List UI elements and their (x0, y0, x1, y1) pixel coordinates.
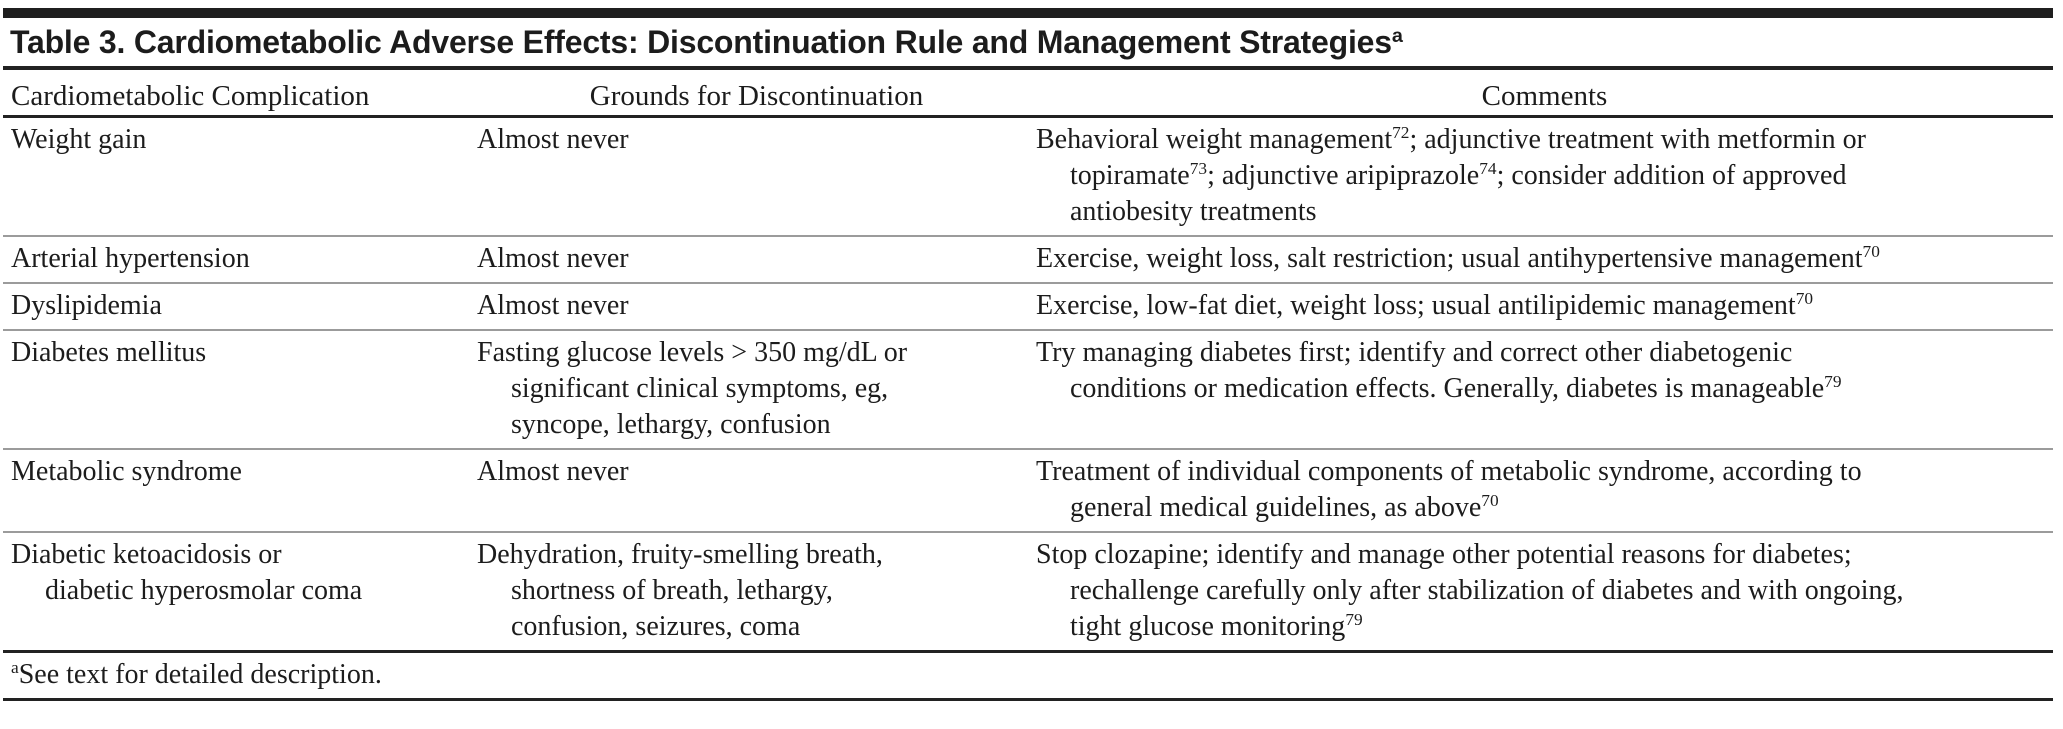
cell-grounds: Almost never (477, 290, 629, 321)
table-row: Diabetes mellitus Fasting glucose levels … (3, 329, 2053, 448)
cell-grounds: Almost never (477, 124, 629, 155)
cell-comments: Treatment of individual components of me… (1036, 456, 1862, 523)
reference-superscript: 73 (1189, 159, 1208, 179)
bottom-rule (3, 698, 2053, 701)
cell-complication: Weight gain (11, 124, 147, 155)
cell-complication: Diabetes mellitus (11, 337, 207, 368)
cell-grounds: Dehydration, fruity-smelling breath, shor… (477, 539, 883, 642)
table-body: Weight gain Almost never Behavioral weight… (3, 118, 2053, 650)
cell-comments: Behavioral weight management72; adjuncti… (1036, 123, 1866, 227)
cell-comments: Exercise, low-fat diet, weight loss; usu… (1036, 289, 1814, 321)
table-row: Diabetic ketoacidosis or diabetic hyperos… (3, 531, 2053, 650)
footnote-divider-rule (3, 650, 2053, 653)
reference-superscript: 79 (1824, 372, 1842, 392)
reference-superscript: 72 (1392, 123, 1410, 143)
column-header-complication: Cardiometabolic Complication (11, 80, 370, 112)
table-title-footnote-marker: a (1391, 25, 1403, 48)
cell-comments: Try managing diabetes first; identify an… (1036, 337, 1842, 404)
reference-superscript: 79 (1345, 610, 1363, 630)
table-title: Table 3. Cardiometabolic Adverse Effects… (3, 18, 2053, 66)
reference-superscript: 70 (1862, 242, 1880, 262)
footnote-marker: a (11, 658, 19, 678)
cell-complication: Dyslipidemia (11, 290, 162, 321)
top-rule-bar (3, 8, 2053, 18)
table-container: Table 3. Cardiometabolic Adverse Effects… (3, 8, 2053, 701)
reference-superscript: 70 (1481, 491, 1499, 511)
table-row: Metabolic syndrome Almost never Treatment … (3, 448, 2053, 531)
table-header-row: Cardiometabolic Complication Grounds for… (3, 70, 2053, 115)
reference-superscript: 74 (1479, 159, 1497, 179)
table-row: Weight gain Almost never Behavioral weight… (3, 118, 2053, 235)
cell-complication: Arterial hypertension (11, 243, 250, 274)
reference-superscript: 70 (1795, 289, 1814, 309)
header-divider-rule (3, 115, 2053, 118)
cell-complication: Diabetic ketoacidosis or diabetic hyperos… (11, 539, 363, 606)
cell-grounds: Fasting glucose levels > 350 mg/dL or sig… (477, 337, 908, 440)
cell-grounds: Almost never (477, 456, 629, 487)
table-row: Arterial hypertension Almost never Exercis… (3, 235, 2053, 282)
cell-grounds: Almost never (477, 243, 629, 274)
table-title-text: Table 3. Cardiometabolic Adverse Effects… (10, 24, 1392, 60)
cell-complication: Metabolic syndrome (11, 456, 242, 487)
cell-comments: Stop clozapine; identify and manage othe… (1036, 539, 1904, 642)
column-header-comments: Comments (1481, 80, 1608, 112)
footnote-text: See text for detailed description. (18, 659, 382, 690)
table-row: Dyslipidemia Almost never Exercise, low-fa… (3, 282, 2053, 329)
table-footnote: aSee text for detailed description. (3, 653, 2053, 698)
title-divider-rule (3, 66, 2053, 70)
cell-comments: Exercise, weight loss, salt restriction;… (1036, 242, 1880, 274)
column-header-grounds: Grounds for Discontinuation (589, 80, 924, 112)
